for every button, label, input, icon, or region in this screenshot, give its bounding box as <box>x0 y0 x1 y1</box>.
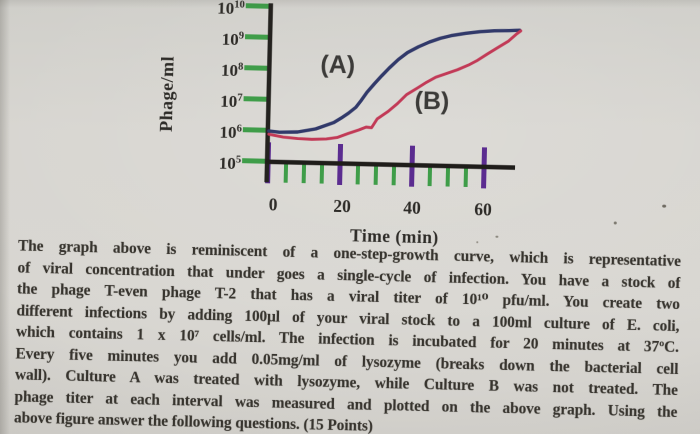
x-axis-line <box>265 159 516 170</box>
curve-a <box>267 28 522 134</box>
y-axis-tick <box>244 65 270 71</box>
y-axis-tick <box>245 3 271 9</box>
x-tick-label-20: 20 <box>333 195 352 217</box>
y-axis-line <box>264 3 274 183</box>
growth-curve-figure: 1010 109 108 107 106 105 Phage/ml 0 20 4… <box>155 0 523 247</box>
curve-a-label: (A) <box>320 50 356 80</box>
y-axis-tick <box>242 158 268 164</box>
x-tick-label-40: 40 <box>403 197 422 218</box>
y-axis-title: Phage/ml <box>155 55 178 133</box>
y-axis-ticks <box>242 3 271 164</box>
dust-speck <box>662 204 667 208</box>
question-paragraph: The graph above is reminiscent of a one-… <box>14 235 681 434</box>
curve-b <box>267 29 523 141</box>
growth-curve-svg <box>242 3 523 189</box>
x-axis-ticks <box>265 142 488 189</box>
y-axis-tick <box>244 34 271 40</box>
y-axis-tick <box>242 127 268 133</box>
y-tick-label-1e10: 1010 <box>216 0 245 19</box>
dust-speck <box>476 241 479 244</box>
dust-speck <box>613 221 617 225</box>
y-axis-tick <box>243 96 269 102</box>
x-tick-label-0: 0 <box>268 194 278 215</box>
dust-speck <box>495 235 499 238</box>
x-tick-label-60: 60 <box>474 199 493 220</box>
curve-b-label: (B) <box>414 86 450 116</box>
